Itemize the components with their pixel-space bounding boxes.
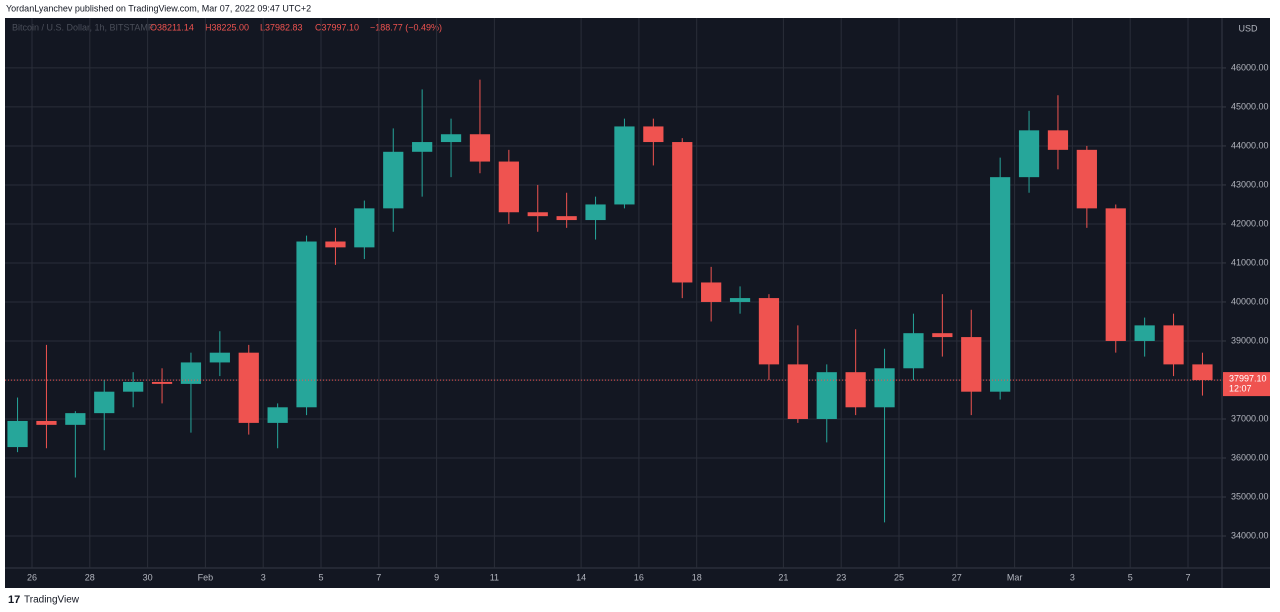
candles <box>5 79 1222 523</box>
brand-logo: 17 <box>8 594 20 606</box>
candle-body <box>527 212 548 217</box>
y-tick-label: 44000.00 <box>1231 140 1269 150</box>
candle-body <box>701 282 722 302</box>
candle-body <box>209 352 230 363</box>
chart-background <box>5 18 1270 588</box>
candle-body <box>412 142 433 152</box>
x-tick-label: 21 <box>778 572 788 582</box>
y-tick-label: 36000.00 <box>1231 452 1269 462</box>
y-tick-label: 34000.00 <box>1231 530 1269 540</box>
x-tick-label: 11 <box>490 572 499 582</box>
x-tick-label: 7 <box>376 572 381 582</box>
x-tick-label: Feb <box>198 572 214 582</box>
candle-body <box>123 381 144 392</box>
candle-body <box>238 352 259 423</box>
x-tick-label: 23 <box>836 572 846 582</box>
candle-body <box>325 241 346 248</box>
x-tick-label: 9 <box>434 572 439 582</box>
y-tick-label: 35000.00 <box>1231 491 1269 501</box>
ohlc-legend: O38211.14 H38225.00 L37982.83 C37997.10 −188… <box>150 22 442 32</box>
legend-item: −188.77 (−0.49%) <box>370 22 442 32</box>
candle-body <box>469 134 491 162</box>
candle-body <box>585 204 606 221</box>
y-tick-label: 41000.00 <box>1231 257 1269 267</box>
candle-body <box>672 142 693 283</box>
x-tick-label: 30 <box>143 572 153 582</box>
legend-item: H38225.00 <box>205 22 249 32</box>
y-tick-label: 40000.00 <box>1231 296 1269 306</box>
candle-body <box>787 364 808 419</box>
candle-body <box>383 151 404 209</box>
candle-body <box>816 372 837 419</box>
candle-body <box>440 134 462 143</box>
candle-body <box>874 368 895 408</box>
x-tick-label: 5 <box>318 572 323 582</box>
candle-body <box>990 177 1011 392</box>
candle-body <box>1134 325 1155 341</box>
candle-body <box>556 216 577 221</box>
axes: 34000.0035000.0036000.0037000.0038000.00… <box>27 62 1270 582</box>
x-tick-label: 7 <box>1185 572 1190 582</box>
x-tick-label: 18 <box>692 572 702 582</box>
y-tick-label: 39000.00 <box>1231 335 1269 345</box>
candle-body <box>354 208 375 248</box>
x-tick-label: 16 <box>634 572 644 582</box>
x-tick-label: 3 <box>1070 572 1075 582</box>
x-tick-label: 25 <box>894 572 904 582</box>
x-tick-label: Mar <box>1007 572 1023 582</box>
candle-body <box>94 391 115 414</box>
y-tick-label: 46000.00 <box>1231 62 1269 72</box>
candle-body <box>1018 130 1040 178</box>
candle-body <box>845 372 866 408</box>
candle-body <box>1076 149 1097 209</box>
candle-body <box>961 337 982 392</box>
candle-body <box>296 241 317 408</box>
candle-body <box>1163 325 1184 365</box>
candle-body <box>729 298 751 302</box>
symbol-label: Bitcoin / U.S. Dollar, 1h, BITSTAMP <box>12 22 154 32</box>
y-tick-label: 45000.00 <box>1231 101 1269 111</box>
x-tick-label: 14 <box>576 572 586 582</box>
candle-body <box>758 298 780 365</box>
candle-body <box>36 420 57 425</box>
candle-body <box>498 161 519 213</box>
last-price-box <box>1223 372 1270 397</box>
candle-body <box>151 381 173 384</box>
x-tick-label: 28 <box>85 572 95 582</box>
legend-item: L37982.83 <box>260 22 303 32</box>
currency-label: USD <box>1238 23 1258 33</box>
x-tick-label: 3 <box>261 572 266 582</box>
candle-body <box>65 413 86 425</box>
x-tick-label: 5 <box>1128 572 1133 582</box>
grid <box>5 18 1222 568</box>
candle-body <box>643 126 664 143</box>
x-tick-label: 27 <box>952 572 962 582</box>
legend-item: C37997.10 <box>315 22 359 32</box>
candle-body <box>267 407 288 423</box>
y-tick-label: 43000.00 <box>1231 179 1269 189</box>
x-tick-label: 26 <box>27 572 37 582</box>
candle-body <box>180 362 202 384</box>
candle-body <box>932 333 953 338</box>
last-price-label: 37997.10 <box>1229 373 1267 383</box>
byline: YordanLyanchev published on TradingView.… <box>6 3 311 13</box>
candle-body <box>1047 130 1069 150</box>
brand-name: TradingView <box>24 595 80 606</box>
candle-body <box>1192 364 1213 381</box>
candle-body <box>7 420 28 448</box>
candle-body <box>1105 208 1126 341</box>
legend-item: O38211.14 <box>150 22 194 32</box>
candle-body <box>614 126 635 205</box>
y-tick-label: 42000.00 <box>1231 218 1269 228</box>
y-tick-label: 37000.00 <box>1231 413 1269 423</box>
countdown-label: 12:07 <box>1229 383 1252 393</box>
candle-body <box>903 333 924 369</box>
